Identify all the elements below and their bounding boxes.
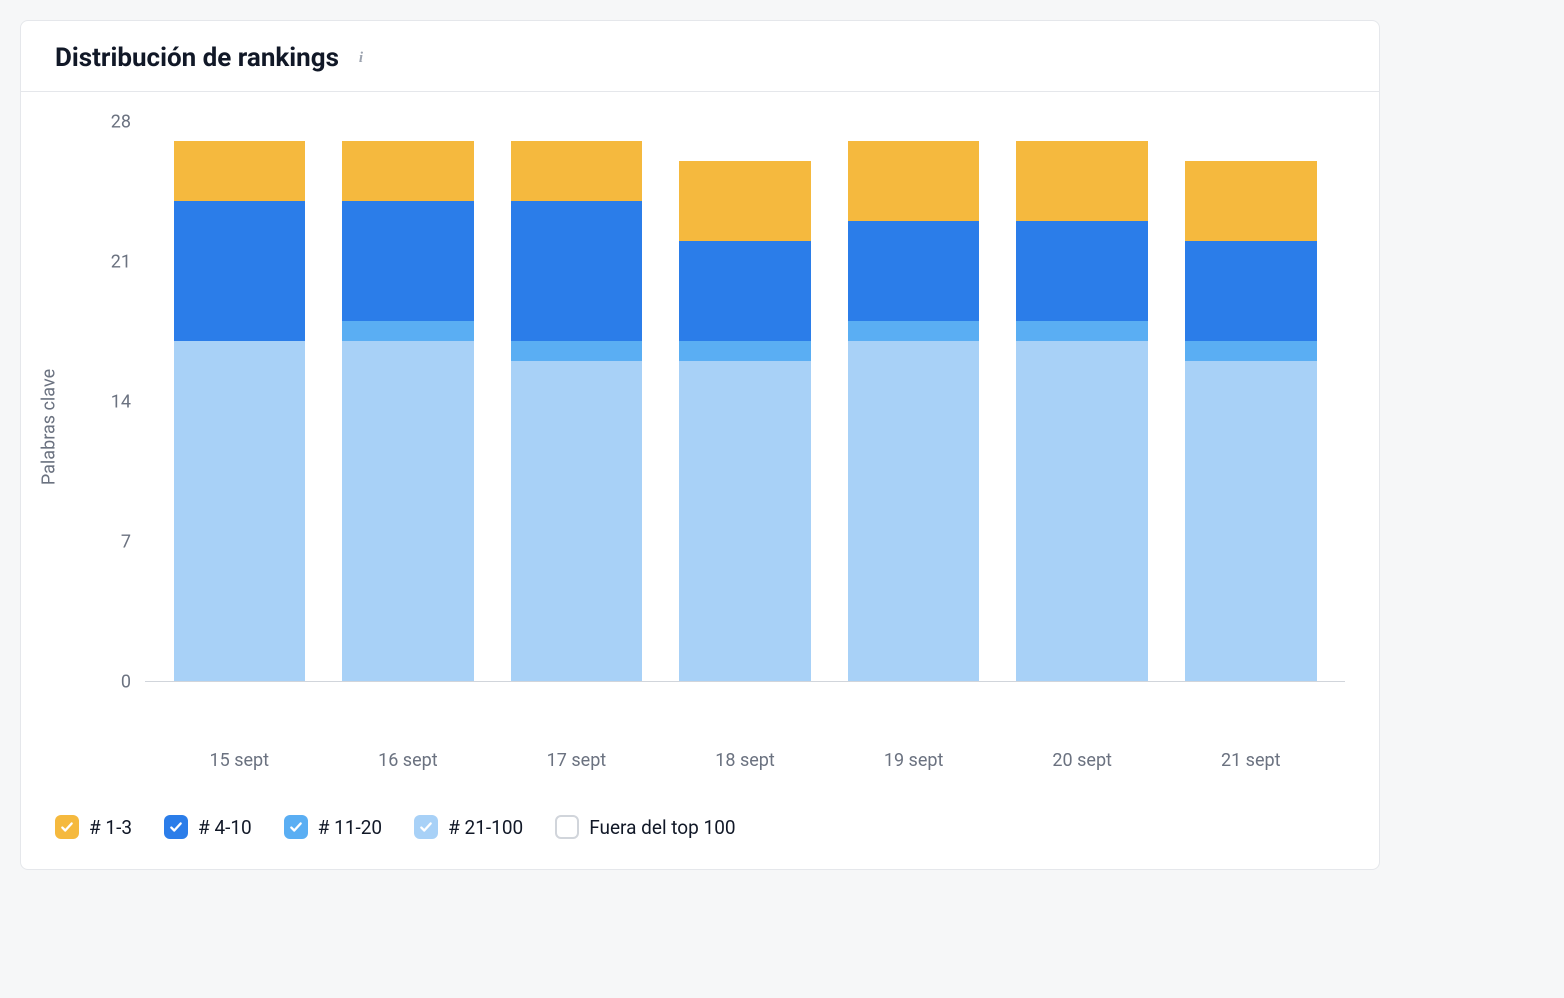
stacked-bar[interactable]: [1016, 141, 1147, 681]
stacked-bar[interactable]: [174, 141, 305, 681]
bar-slot: [829, 122, 998, 681]
x-tick-label: 20 sept: [998, 750, 1167, 771]
legend-item-r11_20[interactable]: # 11-20: [284, 815, 382, 839]
bar-segment-r21_100[interactable]: [848, 341, 979, 681]
legend-label: # 21-100: [448, 816, 523, 839]
bar-slot: [661, 122, 830, 681]
y-tick-label: 28: [111, 112, 131, 133]
bar-segment-r11_20[interactable]: [511, 341, 642, 361]
card-title: Distribución de rankings: [55, 43, 339, 73]
legend-checkbox[interactable]: [555, 815, 579, 839]
legend-label: Fuera del top 100: [589, 816, 735, 839]
bar-segment-r1_3[interactable]: [174, 141, 305, 201]
bar-segment-r21_100[interactable]: [679, 361, 810, 681]
bar-segment-r21_100[interactable]: [1185, 361, 1316, 681]
stacked-bar[interactable]: [1185, 161, 1316, 681]
bar-slot: [155, 122, 324, 681]
y-tick-label: 21: [111, 252, 131, 273]
legend-item-r21_100[interactable]: # 21-100: [414, 815, 523, 839]
legend-item-r4_10[interactable]: # 4-10: [164, 815, 252, 839]
x-tick-label: 21 sept: [1166, 750, 1335, 771]
chart-area: Palabras clave 07142128: [55, 122, 1345, 732]
y-tick-label: 14: [111, 392, 131, 413]
legend-item-r1_3[interactable]: # 1-3: [55, 815, 132, 839]
bar-segment-r4_10[interactable]: [1185, 241, 1316, 341]
bar-segment-r1_3[interactable]: [511, 141, 642, 201]
card-header: Distribución de rankings i: [21, 21, 1379, 92]
bar-segment-r4_10[interactable]: [511, 201, 642, 341]
chart-container: Palabras clave 07142128 15 sept16 sept17…: [21, 92, 1379, 781]
bar-segment-r11_20[interactable]: [1016, 321, 1147, 341]
bar-segment-r4_10[interactable]: [679, 241, 810, 341]
chart-legend: # 1-3 # 4-10 # 11-20 # 21-100 Fuera del top …: [21, 781, 1379, 869]
bar-segment-r11_20[interactable]: [848, 321, 979, 341]
stacked-bar[interactable]: [848, 141, 979, 681]
bar-segment-r4_10[interactable]: [174, 201, 305, 341]
bar-segment-r1_3[interactable]: [1016, 141, 1147, 221]
bar-segment-r1_3[interactable]: [342, 141, 473, 201]
x-tick-label: 16 sept: [324, 750, 493, 771]
bar-segment-r21_100[interactable]: [174, 341, 305, 681]
legend-checkbox[interactable]: [164, 815, 188, 839]
bar-slot: [324, 122, 493, 681]
rankings-distribution-card: Distribución de rankings i Palabras clav…: [20, 20, 1380, 870]
legend-label: # 4-10: [198, 816, 252, 839]
stacked-bar[interactable]: [342, 141, 473, 681]
bar-segment-r21_100[interactable]: [511, 361, 642, 681]
bar-segment-r4_10[interactable]: [342, 201, 473, 321]
legend-label: # 11-20: [318, 816, 382, 839]
bar-slot: [998, 122, 1167, 681]
y-axis-ticks: 07142128: [55, 122, 145, 682]
bar-segment-r1_3[interactable]: [679, 161, 810, 241]
bar-slot: [1166, 122, 1335, 681]
legend-checkbox[interactable]: [55, 815, 79, 839]
bar-segment-r1_3[interactable]: [1185, 161, 1316, 241]
bar-segment-r21_100[interactable]: [342, 341, 473, 681]
stacked-bar[interactable]: [679, 161, 810, 681]
info-icon[interactable]: i: [351, 48, 371, 68]
bar-slot: [492, 122, 661, 681]
bar-segment-r11_20[interactable]: [342, 321, 473, 341]
x-axis-labels: 15 sept16 sept17 sept18 sept19 sept20 se…: [145, 732, 1345, 771]
bar-segment-r4_10[interactable]: [848, 221, 979, 321]
x-tick-label: 15 sept: [155, 750, 324, 771]
bar-segment-r11_20[interactable]: [1185, 341, 1316, 361]
y-tick-label: 0: [121, 672, 131, 693]
x-tick-label: 18 sept: [661, 750, 830, 771]
chart-plot: [145, 122, 1345, 682]
legend-label: # 1-3: [89, 816, 132, 839]
bar-segment-r1_3[interactable]: [848, 141, 979, 221]
bar-segment-r4_10[interactable]: [1016, 221, 1147, 321]
x-tick-label: 19 sept: [829, 750, 998, 771]
bar-segment-r21_100[interactable]: [1016, 341, 1147, 681]
legend-checkbox[interactable]: [284, 815, 308, 839]
y-tick-label: 7: [121, 532, 131, 553]
legend-checkbox[interactable]: [414, 815, 438, 839]
x-tick-label: 17 sept: [492, 750, 661, 771]
stacked-bar[interactable]: [511, 141, 642, 681]
bar-segment-r11_20[interactable]: [679, 341, 810, 361]
bars-row: [145, 122, 1345, 681]
legend-item-out100[interactable]: Fuera del top 100: [555, 815, 735, 839]
